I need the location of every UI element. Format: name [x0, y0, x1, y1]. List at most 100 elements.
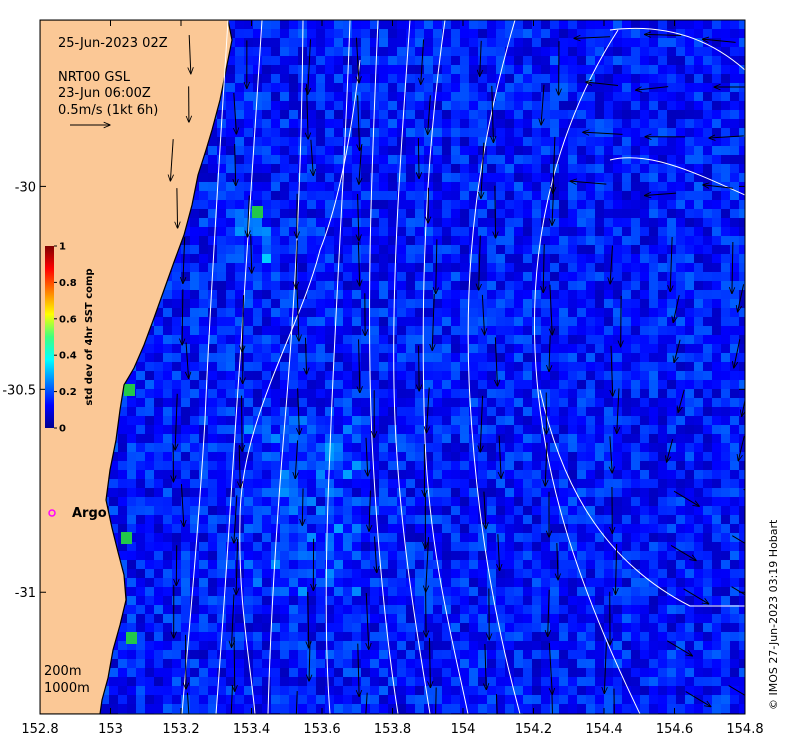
- sst-cell: [550, 173, 559, 182]
- sst-cell: [676, 335, 685, 344]
- sst-cell: [739, 623, 745, 632]
- sst-cell: [685, 380, 694, 389]
- sst-cell: [658, 209, 667, 218]
- sst-cell: [478, 425, 487, 434]
- sst-cell: [667, 56, 676, 65]
- sst-cell: [514, 380, 523, 389]
- sst-cell: [181, 317, 190, 326]
- sst-cell: [424, 254, 433, 263]
- sst-cell: [208, 479, 217, 488]
- sst-cell: [739, 497, 745, 506]
- sst-cell: [442, 623, 451, 632]
- sst-cell: [217, 137, 226, 146]
- sst-cell: [514, 416, 523, 425]
- sst-cell: [208, 218, 217, 227]
- sst-cell: [397, 596, 406, 605]
- sst-cell: [136, 587, 145, 596]
- sst-cell: [559, 362, 568, 371]
- sst-cell: [604, 110, 613, 119]
- sst-cell: [181, 461, 190, 470]
- sst-cell: [334, 155, 343, 164]
- sst-cell: [721, 173, 730, 182]
- sst-cell: [622, 65, 631, 74]
- sst-cell: [415, 398, 424, 407]
- sst-cell: [226, 263, 235, 272]
- sst-cell: [595, 416, 604, 425]
- sst-cell: [145, 587, 154, 596]
- sst-cell: [613, 452, 622, 461]
- sst-cell: [739, 308, 745, 317]
- sst-cell: [199, 488, 208, 497]
- sst-cell: [235, 434, 244, 443]
- sst-cell: [334, 533, 343, 542]
- sst-cell: [541, 227, 550, 236]
- sst-cell: [379, 515, 388, 524]
- sst-cell: [388, 38, 397, 47]
- sst-cell: [118, 524, 127, 533]
- sst-cell: [523, 209, 532, 218]
- sst-cell: [667, 632, 676, 641]
- sst-cell: [289, 272, 298, 281]
- sst-cell: [703, 344, 712, 353]
- sst-cell: [550, 335, 559, 344]
- sst-cell: [613, 281, 622, 290]
- sst-cell: [640, 182, 649, 191]
- sst-cell: [271, 407, 280, 416]
- sst-cell: [496, 245, 505, 254]
- sst-cell: [307, 443, 316, 452]
- sst-cell: [631, 47, 640, 56]
- sst-cell: [289, 425, 298, 434]
- sst-cell: [415, 218, 424, 227]
- sst-cell: [289, 20, 298, 29]
- sst-cell: [271, 434, 280, 443]
- sst-cell: [739, 479, 745, 488]
- sst-cell: [460, 335, 469, 344]
- sst-cell: [370, 362, 379, 371]
- sst-cell: [667, 371, 676, 380]
- sst-cell: [721, 110, 730, 119]
- sst-cell: [460, 623, 469, 632]
- sst-cell: [640, 533, 649, 542]
- sst-cell: [262, 272, 271, 281]
- sst-cell: [730, 614, 739, 623]
- sst-cell: [325, 434, 334, 443]
- sst-cell: [370, 182, 379, 191]
- sst-cell: [586, 173, 595, 182]
- sst-cell: [604, 308, 613, 317]
- sst-cell: [550, 128, 559, 137]
- sst-cell: [433, 326, 442, 335]
- sst-cell: [316, 380, 325, 389]
- sst-cell: [370, 146, 379, 155]
- sst-cell: [559, 245, 568, 254]
- sst-cell: [667, 326, 676, 335]
- sst-cell: [289, 209, 298, 218]
- sst-cell: [730, 281, 739, 290]
- sst-cell: [361, 110, 370, 119]
- sst-cell: [613, 371, 622, 380]
- sst-cell: [532, 182, 541, 191]
- sst-cell: [397, 515, 406, 524]
- sst-cell: [307, 524, 316, 533]
- sst-cell: [181, 506, 190, 515]
- sst-cell: [460, 380, 469, 389]
- sst-cell: [280, 83, 289, 92]
- sst-cell: [568, 83, 577, 92]
- sst-cell: [280, 164, 289, 173]
- sst-cell: [235, 335, 244, 344]
- sst-cell: [433, 137, 442, 146]
- sst-cell: [388, 632, 397, 641]
- sst-cell: [442, 254, 451, 263]
- sst-cell: [307, 128, 316, 137]
- sst-cell: [559, 155, 568, 164]
- sst-cell: [658, 29, 667, 38]
- sst-cell: [271, 101, 280, 110]
- sst-cell: [298, 407, 307, 416]
- sst-cell: [352, 218, 361, 227]
- sst-cell: [379, 632, 388, 641]
- sst-cell: [622, 542, 631, 551]
- sst-cell: [694, 173, 703, 182]
- sst-cell: [343, 164, 352, 173]
- sst-cell: [685, 560, 694, 569]
- sst-cell: [586, 497, 595, 506]
- sst-cell: [334, 407, 343, 416]
